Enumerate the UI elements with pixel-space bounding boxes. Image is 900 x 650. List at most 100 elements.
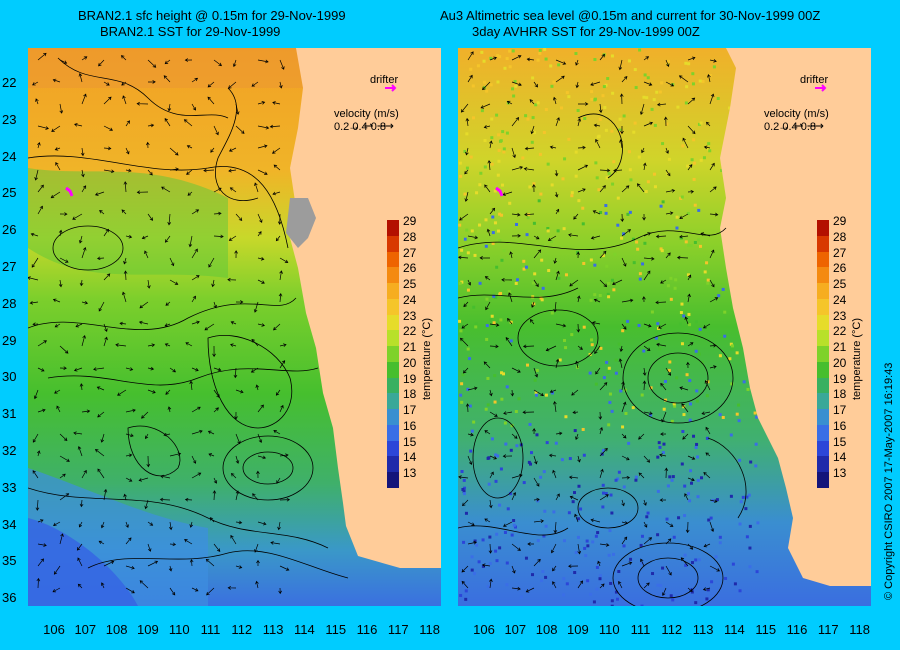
current-arrow <box>527 542 535 546</box>
sst-pixel <box>729 342 733 346</box>
current-arrow <box>54 147 61 151</box>
sst-pixel <box>652 172 656 176</box>
current-arrow <box>125 477 133 482</box>
current-arrow <box>687 56 696 61</box>
sst-pixel <box>618 117 622 121</box>
current-arrow <box>687 97 696 105</box>
sst-pixel <box>463 486 467 490</box>
sst-pixel <box>515 444 519 448</box>
sst-pixel <box>475 191 479 195</box>
current-arrow <box>147 59 157 68</box>
current-arrow <box>700 232 711 237</box>
sst-pixel <box>565 582 569 586</box>
sst-pixel <box>659 247 663 251</box>
current-arrow <box>621 381 625 391</box>
current-arrow <box>502 521 513 527</box>
current-arrow <box>577 188 586 193</box>
sst-pixel <box>512 94 516 98</box>
colorbar-swatch <box>817 424 829 442</box>
sst-pixel <box>562 338 566 342</box>
current-arrow <box>257 101 266 105</box>
current-arrow <box>187 191 193 196</box>
sst-pixel <box>669 297 673 301</box>
current-arrow <box>643 537 653 545</box>
current-arrow <box>575 59 579 66</box>
sst-pixel <box>539 296 543 300</box>
sst-pixel <box>616 597 620 601</box>
current-arrow <box>489 471 494 479</box>
sst-pixel <box>466 238 470 242</box>
colorbar-swatch <box>387 330 399 347</box>
sst-pixel <box>646 180 650 184</box>
current-arrow <box>643 499 647 506</box>
sst-pixel <box>621 425 625 429</box>
current-arrow <box>555 59 567 65</box>
current-arrow <box>59 433 68 441</box>
sst-pixel <box>501 130 505 134</box>
colorbar-tick: 14 <box>833 450 847 465</box>
sst-pixel <box>484 244 488 248</box>
current-arrow <box>643 81 653 86</box>
sst-pixel <box>639 543 643 547</box>
sst-pixel <box>694 349 698 353</box>
sst-pixel <box>718 413 722 417</box>
sst-pixel <box>505 57 509 61</box>
sst-pixel <box>714 555 718 559</box>
current-arrow <box>594 345 601 355</box>
current-arrow <box>103 273 111 281</box>
sst-pixel <box>654 331 658 335</box>
drifter-legend-mark <box>385 84 397 92</box>
current-arrow <box>568 475 579 480</box>
latitude-label: 30 <box>2 369 17 385</box>
current-arrow <box>620 125 624 135</box>
current-arrow <box>279 497 291 502</box>
sst-pixel <box>690 561 694 565</box>
sst-pixel <box>574 551 578 555</box>
current-arrow <box>525 587 535 593</box>
current-arrow <box>103 228 109 237</box>
current-arrow <box>31 257 39 268</box>
sst-pixel <box>684 61 688 65</box>
velocity-arrows-legend: → ⇀ ⟶ <box>778 119 824 133</box>
current-arrow <box>555 270 560 281</box>
current-arrow <box>550 543 557 554</box>
current-arrow <box>145 433 149 440</box>
current-arrow <box>643 411 653 416</box>
current-arrow <box>212 345 216 358</box>
current-arrow <box>665 367 671 376</box>
current-arrow <box>191 209 200 215</box>
longitude-label: 112 <box>661 622 683 637</box>
sst-pixel <box>563 539 567 543</box>
latitude-label: 35 <box>2 553 17 569</box>
sst-pixel <box>692 177 696 181</box>
sst-pixel <box>485 324 489 328</box>
sst-pixel <box>742 380 746 384</box>
sst-pixel <box>689 469 693 473</box>
sst-pixel <box>706 588 710 592</box>
current-arrow <box>709 521 715 533</box>
longitude-label: 108 <box>105 622 128 637</box>
current-arrow <box>103 81 110 86</box>
sst-pixel <box>458 161 462 165</box>
current-arrow <box>511 492 517 501</box>
current-arrow <box>257 125 270 130</box>
current-arrow <box>529 319 535 325</box>
current-arrow <box>81 185 87 193</box>
sst-pixel <box>614 371 618 375</box>
sst-pixel <box>485 89 489 93</box>
current-arrow <box>257 433 263 444</box>
right-title-line2: 3day AVHRR SST for 29-Nov-1999 00Z <box>472 24 700 39</box>
latitude-label: 29 <box>2 332 17 348</box>
sst-pixel <box>686 273 690 277</box>
current-arrow <box>665 538 672 545</box>
sst-pixel <box>612 552 616 556</box>
latitude-label: 24 <box>2 148 17 164</box>
current-arrow <box>467 74 473 83</box>
sst-pixel <box>489 83 493 87</box>
colorbar-swatch <box>387 283 399 300</box>
current-arrow <box>524 146 535 151</box>
sst-pixel <box>693 203 697 207</box>
sst-pixel <box>576 535 580 539</box>
current-arrow <box>147 543 152 552</box>
sst-pixel <box>567 95 571 99</box>
